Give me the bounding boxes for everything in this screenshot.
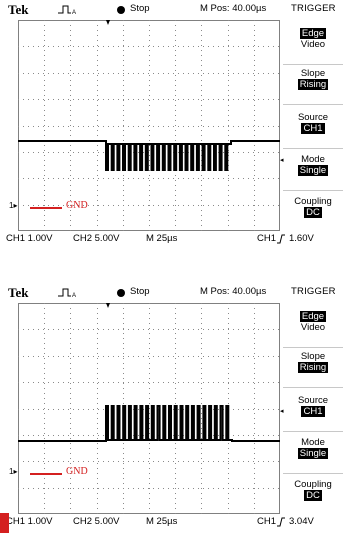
trigger-source: CH1: [257, 516, 277, 527]
timebase: M 25µs: [146, 516, 178, 527]
horizontal-position: M Pos: 40.00µs: [200, 3, 267, 14]
menu-item-type[interactable]: Edge Video: [283, 311, 343, 348]
trigger-level-marker: ◂: [280, 408, 284, 415]
menu-item-slope[interactable]: Slope Rising: [283, 351, 343, 388]
ch1-scale: CH1 1.00V: [6, 516, 53, 527]
ch2-scale: CH2 5.00V: [73, 233, 120, 244]
trigger-menu: Edge Video Slope Rising Source CH1 Mode …: [283, 20, 344, 231]
menu-item-coupling-value: DC: [304, 490, 322, 501]
gnd-line: [30, 473, 62, 475]
trigger-status-icon: A: [58, 288, 76, 298]
menu-item-mode[interactable]: Mode Single: [283, 154, 343, 191]
acquisition-status: Stop: [130, 286, 150, 297]
trigger-position-marker: [106, 303, 110, 308]
ch1-waveform: [18, 140, 280, 171]
status-bar: Tek A Stop M Pos: 40.00µs TRIGGER: [0, 0, 344, 20]
menu-item-source-value: CH1: [301, 406, 325, 417]
status-bar: Tek A Stop M Pos: 40.00µs TRIGGER: [0, 283, 344, 303]
menu-item-slope[interactable]: Slope Rising: [283, 68, 343, 105]
menu-item-slope-label: Slope: [300, 351, 326, 362]
menu-title: TRIGGER: [291, 3, 336, 14]
menu-item-source-value: CH1: [301, 123, 325, 134]
menu-item-coupling-value: DC: [304, 207, 322, 218]
menu-item-type-value: Video: [300, 322, 326, 333]
menu-title: TRIGGER: [291, 286, 336, 297]
menu-item-mode-value: Single: [297, 165, 329, 176]
trigger-menu: Edge Video Slope Rising Source CH1 Mode …: [283, 303, 344, 514]
menu-item-source-label: Source: [297, 112, 329, 123]
brand-logo: Tek: [8, 285, 29, 300]
ch1-waveform: [18, 405, 280, 442]
menu-item-source[interactable]: Source CH1: [283, 112, 343, 149]
menu-item-coupling[interactable]: Coupling DC: [283, 479, 343, 513]
trigger-level: 1.60V: [289, 233, 314, 244]
ch1-scale: CH1 1.00V: [6, 233, 53, 244]
menu-item-slope-value: Rising: [297, 362, 329, 373]
brand-logo: Tek: [8, 2, 29, 17]
trigger-level: 3.04V: [289, 516, 314, 527]
menu-item-mode-label: Mode: [301, 154, 325, 165]
gnd-label: GND: [66, 200, 88, 211]
stop-indicator-icon: [117, 6, 125, 14]
menu-item-type[interactable]: Edge Video: [283, 28, 343, 65]
menu-item-coupling[interactable]: Coupling DC: [283, 196, 343, 230]
ch1-ground-marker: 1▸: [9, 467, 18, 476]
oscilloscope-capture-1: Tek A Stop M Pos: 40.00µs TRIGGER ◂ 1▸ G…: [0, 0, 344, 247]
svg-text:A: A: [72, 293, 76, 298]
trigger-source: CH1: [257, 233, 277, 244]
graticule: [18, 20, 280, 231]
rising-edge-icon: [277, 234, 285, 244]
gnd-line: [30, 207, 62, 209]
corner-marker: [0, 513, 9, 533]
svg-text:A: A: [72, 10, 76, 15]
menu-item-mode[interactable]: Mode Single: [283, 437, 343, 474]
timebase: M 25µs: [146, 233, 178, 244]
menu-item-slope-value: Rising: [297, 79, 329, 90]
menu-item-source[interactable]: Source CH1: [283, 395, 343, 432]
ch1-ground-marker: 1▸: [9, 201, 18, 210]
menu-item-coupling-label: Coupling: [294, 196, 332, 207]
menu-item-mode-label: Mode: [301, 437, 325, 448]
menu-item-type-label: Edge: [299, 28, 327, 39]
trigger-status-icon: A: [58, 5, 76, 15]
stop-indicator-icon: [117, 289, 125, 297]
gnd-label: GND: [66, 466, 88, 477]
waveform-display: ◂: [18, 303, 284, 514]
menu-item-type-label: Edge: [299, 311, 327, 322]
menu-item-coupling-label: Coupling: [294, 479, 332, 490]
menu-item-type-value: Video: [300, 39, 326, 50]
rising-edge-icon: [277, 517, 285, 527]
readout-bar: CH1 1.00V CH2 5.00V M 25µs CH1 3.04V: [0, 515, 344, 529]
menu-item-mode-value: Single: [297, 448, 329, 459]
horizontal-position: M Pos: 40.00µs: [200, 286, 267, 297]
menu-item-source-label: Source: [297, 395, 329, 406]
readout-bar: CH1 1.00V CH2 5.00V M 25µs CH1 1.60V: [0, 232, 344, 246]
waveform-display: ◂: [18, 20, 284, 231]
ch2-scale: CH2 5.00V: [73, 516, 120, 527]
menu-item-slope-label: Slope: [300, 68, 326, 79]
graticule: [18, 303, 280, 514]
trigger-position-marker: [106, 20, 110, 25]
acquisition-status: Stop: [130, 3, 150, 14]
oscilloscope-capture-2: Tek A Stop M Pos: 40.00µs TRIGGER ◂ 1▸ G…: [0, 283, 344, 530]
trigger-level-marker: ◂: [280, 157, 284, 164]
